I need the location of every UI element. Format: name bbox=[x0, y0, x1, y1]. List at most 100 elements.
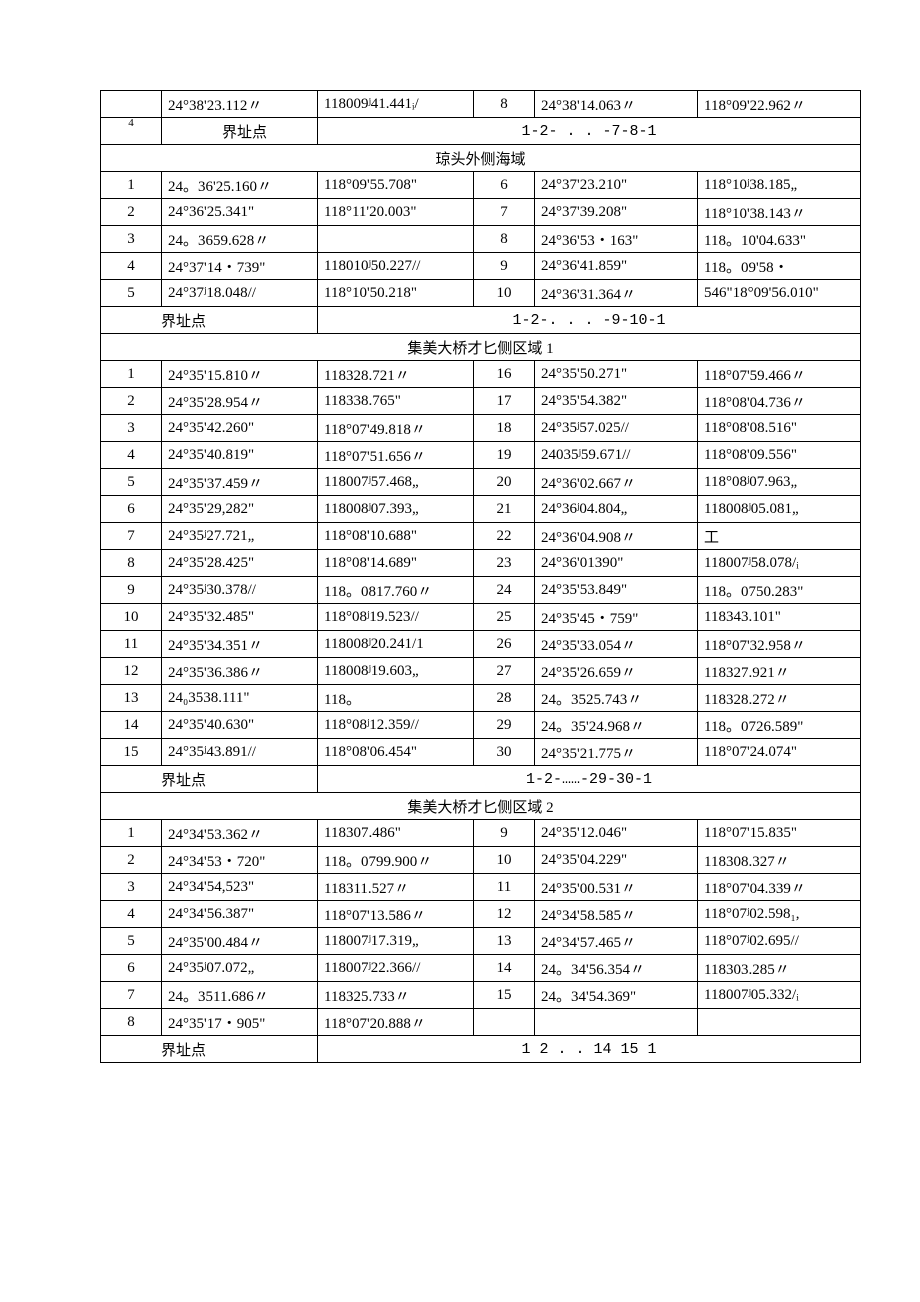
cell: 24°35'21.775〃 bbox=[535, 739, 698, 766]
cell: 2 bbox=[101, 199, 162, 226]
table-row: 724°35ʲ27.721„118°08'10.688"2224°36'04.9… bbox=[101, 523, 861, 550]
table-row: 1324₀3538.111"118。2824。3525.743〃118328.2… bbox=[101, 685, 861, 712]
cell: 118°07'49.818〃 bbox=[318, 415, 474, 442]
cell-marker: 4 bbox=[101, 118, 162, 145]
cell: 24°35ʲ30.378// bbox=[162, 577, 318, 604]
cell: 118°08ʲ12.359// bbox=[318, 712, 474, 739]
table-row: 界址点 1 2 . . 14 15 1 bbox=[101, 1036, 861, 1063]
cell: 24°35'40.819" bbox=[162, 442, 318, 469]
table-row: 界址点 1-2-……-29-30-1 bbox=[101, 766, 861, 793]
cell: 7 bbox=[101, 523, 162, 550]
table-row: 624°35ʲ07.072„118007ʲ22.366//1424。34'56.… bbox=[101, 955, 861, 982]
cell: 118008ʲ20.241/1 bbox=[318, 631, 474, 658]
cell: 118°08'04.736〃 bbox=[698, 388, 861, 415]
cell: 24°35'34.351〃 bbox=[162, 631, 318, 658]
cell: 24°36'25.341" bbox=[162, 199, 318, 226]
cell: 14 bbox=[101, 712, 162, 739]
cell: 27 bbox=[474, 658, 535, 685]
cell: 20 bbox=[474, 469, 535, 496]
cell: 3 bbox=[101, 415, 162, 442]
cell: 8 bbox=[474, 91, 535, 118]
table-row: 224°36'25.341"118°11'20.003"724°37'39.20… bbox=[101, 199, 861, 226]
cell: 6 bbox=[101, 955, 162, 982]
cell: 118°09'55.708" bbox=[318, 172, 474, 199]
cell: 22 bbox=[474, 523, 535, 550]
cell: 24°35ʲ07.072„ bbox=[162, 955, 318, 982]
cell: 118。0799.900〃 bbox=[318, 847, 474, 874]
cell: 118327.921〃 bbox=[698, 658, 861, 685]
table-row: 1224°35'36.386〃118008ʲ19.603„2724°35'26.… bbox=[101, 658, 861, 685]
cell: 118。09'58・ bbox=[698, 253, 861, 280]
cell: 24°37'39.208" bbox=[535, 199, 698, 226]
cell: 118008ʲ05.081„ bbox=[698, 496, 861, 523]
cell: 118311.527〃 bbox=[318, 874, 474, 901]
cell: 8 bbox=[101, 550, 162, 577]
cell: 6 bbox=[474, 172, 535, 199]
table-row: 1124°35'34.351〃118008ʲ20.241/12624°35'33… bbox=[101, 631, 861, 658]
table-row: 224°34'53・720"118。0799.900〃1024°35'04.22… bbox=[101, 847, 861, 874]
cell: 24°36'53・163" bbox=[535, 226, 698, 253]
cell bbox=[698, 1009, 861, 1036]
cell: 9 bbox=[474, 253, 535, 280]
cell: 118007ʲ05.332/ᵢ bbox=[698, 982, 861, 1009]
cell: 118°08'08.516" bbox=[698, 415, 861, 442]
table-row: 24°38'23.112〃 118009ʲ41.441ᵢ/ 8 24°38'14… bbox=[101, 91, 861, 118]
cell: 8 bbox=[474, 226, 535, 253]
cell: 4 bbox=[101, 253, 162, 280]
cell: 118303.285〃 bbox=[698, 955, 861, 982]
table-row: 124°35'15.810〃118328.721〃1624°35'50.271"… bbox=[101, 361, 861, 388]
cell: 118°07'15.835" bbox=[698, 820, 861, 847]
cell: 16 bbox=[474, 361, 535, 388]
cell: 11 bbox=[101, 631, 162, 658]
boundary-label: 界址点 bbox=[101, 766, 318, 793]
cell: 25 bbox=[474, 604, 535, 631]
cell: 2 bbox=[101, 847, 162, 874]
cell: 26 bbox=[474, 631, 535, 658]
cell: 118。10'04.633" bbox=[698, 226, 861, 253]
cell: 118°07'04.339〃 bbox=[698, 874, 861, 901]
boundary-label: 界址点 bbox=[162, 118, 318, 145]
cell: 24°34'57.465〃 bbox=[535, 928, 698, 955]
cell: 118。0817.760〃 bbox=[318, 577, 474, 604]
table-row: 124。36'25.160〃118°09'55.708"624°37'23.21… bbox=[101, 172, 861, 199]
cell: 12 bbox=[474, 901, 535, 928]
cell: 15 bbox=[474, 982, 535, 1009]
cell: 118。0726.589" bbox=[698, 712, 861, 739]
cell: 24。36'25.160〃 bbox=[162, 172, 318, 199]
cell: 24°37ʲ18.048// bbox=[162, 280, 318, 307]
cell: 28 bbox=[474, 685, 535, 712]
boundary-value: 1-2-……-29-30-1 bbox=[318, 766, 861, 793]
cell: 24°35'32.485" bbox=[162, 604, 318, 631]
cell: 5 bbox=[101, 928, 162, 955]
cell: 118°08'06.454" bbox=[318, 739, 474, 766]
cell: 118007ʲ22.366// bbox=[318, 955, 474, 982]
cell: 1 bbox=[101, 172, 162, 199]
cell bbox=[535, 1009, 698, 1036]
cell bbox=[474, 1009, 535, 1036]
cell: 23 bbox=[474, 550, 535, 577]
table-row: 824°35'17・905"118°07'20.888〃 bbox=[101, 1009, 861, 1036]
cell: 24°35'40.630" bbox=[162, 712, 318, 739]
cell: 5 bbox=[101, 280, 162, 307]
cell: 18 bbox=[474, 415, 535, 442]
cell: 118328.272〃 bbox=[698, 685, 861, 712]
cell: 14 bbox=[474, 955, 535, 982]
cell: 24。35'24.968〃 bbox=[535, 712, 698, 739]
cell: 9 bbox=[474, 820, 535, 847]
cell: 118。0750.283" bbox=[698, 577, 861, 604]
table-row: 424°34'56.387"118°07'13.586〃1224°34'58.5… bbox=[101, 901, 861, 928]
cell: 118307.486" bbox=[318, 820, 474, 847]
coordinate-table: 24°38'23.112〃 118009ʲ41.441ᵢ/ 8 24°38'14… bbox=[100, 90, 861, 1063]
table-row: 324°34'54,523"118311.527〃1124°35'00.531〃… bbox=[101, 874, 861, 901]
cell: 11 bbox=[474, 874, 535, 901]
cell: 4 bbox=[101, 901, 162, 928]
cell: 10 bbox=[474, 847, 535, 874]
table-row: 424°37'14・739"118010ʲ50.227//924°36'41.8… bbox=[101, 253, 861, 280]
cell: 24035ʲ59.671// bbox=[535, 442, 698, 469]
table-row: 324。3659.628〃824°36'53・163"118。10'04.633… bbox=[101, 226, 861, 253]
cell: 118007ʲ57.468„ bbox=[318, 469, 474, 496]
boundary-value: 1 2 . . 14 15 1 bbox=[318, 1036, 861, 1063]
cell: 118°07'32.958〃 bbox=[698, 631, 861, 658]
cell: 24°37'14・739" bbox=[162, 253, 318, 280]
cell: 24°34'58.585〃 bbox=[535, 901, 698, 928]
